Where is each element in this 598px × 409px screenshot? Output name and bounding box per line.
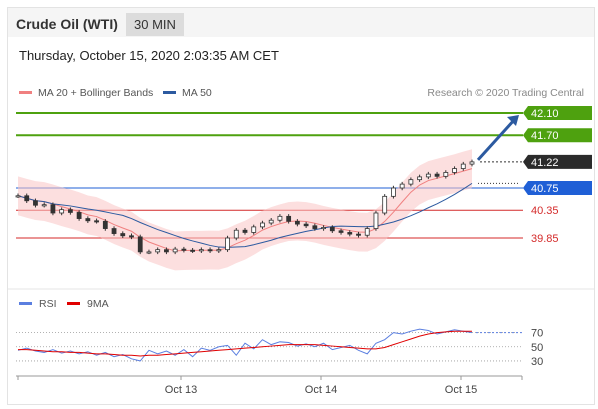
candle-body	[190, 249, 196, 252]
rsi-legend-swatch	[19, 302, 32, 305]
level-label-box	[523, 181, 592, 195]
x-tick-label: Oct 13	[165, 384, 197, 396]
candle-body	[321, 227, 326, 230]
x-tick-label: Oct 15	[445, 384, 477, 396]
level-label-40.35: 40.35	[531, 205, 559, 217]
candle-body	[268, 219, 274, 224]
bollinger-band	[18, 149, 472, 271]
x-tick-label: Oct 14	[305, 384, 337, 396]
candle-body	[408, 179, 414, 185]
candle-body	[460, 163, 466, 169]
level-label-text: 41.70	[531, 130, 559, 142]
candle-body	[50, 204, 56, 214]
candle-body	[225, 237, 230, 251]
level-label-text: 42.10	[531, 108, 559, 120]
rsi-legend-label: 9MA	[87, 298, 109, 310]
legend-item-ma50: MA 50	[163, 87, 212, 99]
candle-body	[181, 248, 187, 251]
timestamp: Thursday, October 15, 2020 2:03:35 AM CE…	[19, 48, 279, 63]
legend-label: MA 50	[182, 87, 212, 99]
level-label-41.70: 41.70	[523, 128, 592, 143]
level-label-39.85: 39.85	[531, 233, 559, 245]
candle-body	[94, 220, 99, 223]
rsi-legend-label: RSI	[39, 298, 57, 310]
candle-body	[391, 187, 396, 197]
rsi-tick-label: 30	[531, 356, 543, 368]
candle-body	[129, 235, 134, 238]
ma20-swatch	[19, 90, 32, 94]
candle-body	[137, 236, 143, 253]
candle-body	[59, 209, 65, 214]
candle-body	[303, 223, 309, 227]
rsi-ma-line	[18, 330, 472, 357]
candle-body	[146, 251, 152, 254]
ma50-swatch	[163, 90, 176, 94]
candle-body	[260, 222, 265, 228]
level-label-42.10: 42.10	[523, 106, 592, 120]
rsi-tick-label: 50	[531, 342, 543, 354]
level-label-box	[523, 128, 592, 143]
ma50-line	[17, 182, 473, 248]
candle-body	[164, 249, 169, 253]
candle-body	[347, 232, 353, 235]
level-label-41.22: 41.22	[523, 154, 592, 169]
target-arrow-shaft	[476, 117, 517, 161]
candle-body	[24, 195, 30, 202]
level-label-40.75: 40.75	[523, 181, 592, 195]
candle-body	[356, 233, 361, 236]
candle-body	[172, 248, 178, 253]
candle-body	[233, 229, 239, 239]
candle-body	[216, 249, 222, 252]
candle-body	[443, 172, 449, 177]
rsi-legend-swatch	[67, 302, 80, 305]
candle-body	[329, 227, 335, 232]
candle-body	[207, 249, 213, 252]
candle-body	[120, 233, 126, 237]
level-label-box	[523, 106, 592, 120]
candle-body	[85, 218, 91, 222]
candle-body	[242, 229, 248, 233]
ma20-line	[17, 168, 473, 252]
rsi-tick-label: 70	[531, 328, 543, 340]
candle-body	[251, 226, 257, 233]
candle-body	[294, 220, 300, 225]
target-arrow-head	[507, 115, 519, 126]
rsi-legend: RSI 9MA	[19, 298, 109, 310]
candle-body	[469, 161, 475, 165]
candle-body	[364, 228, 370, 236]
instrument-title: Crude Oil (WTI)	[16, 16, 118, 32]
legend-item-ma20: MA 20 + Bollinger Bands	[19, 87, 153, 99]
credit-text: Research © 2020 Trading Central	[427, 87, 584, 99]
candle-body	[425, 173, 431, 178]
candle-body	[312, 225, 318, 229]
candle-body	[452, 168, 457, 173]
widget-header	[8, 8, 594, 37]
candle-body	[76, 212, 82, 219]
rsi-line	[17, 328, 473, 362]
candle-body	[417, 176, 423, 181]
level-label-text: 39.85	[531, 233, 559, 245]
candle-body	[67, 209, 73, 213]
candle-body	[286, 215, 292, 222]
level-label-text: 40.35	[531, 205, 559, 217]
candle-body	[338, 230, 344, 233]
candle-body	[399, 183, 405, 189]
timeframe-badge[interactable]: 30 MIN	[126, 13, 184, 36]
legend-label: MA 20 + Bollinger Bands	[38, 87, 154, 99]
candle-body	[434, 173, 440, 177]
candle-body	[277, 215, 283, 221]
level-label-text: 40.75	[531, 183, 559, 195]
candle-body	[41, 204, 47, 207]
candle-body	[198, 249, 204, 252]
candle-body	[111, 228, 117, 234]
candle-body	[33, 200, 38, 206]
candle-body	[15, 195, 21, 198]
candle-body	[373, 212, 379, 229]
candle-body	[155, 249, 161, 253]
level-label-box	[523, 154, 592, 169]
level-label-text: 41.22	[531, 157, 559, 169]
candle-body	[102, 220, 108, 229]
candle-body	[382, 195, 388, 214]
